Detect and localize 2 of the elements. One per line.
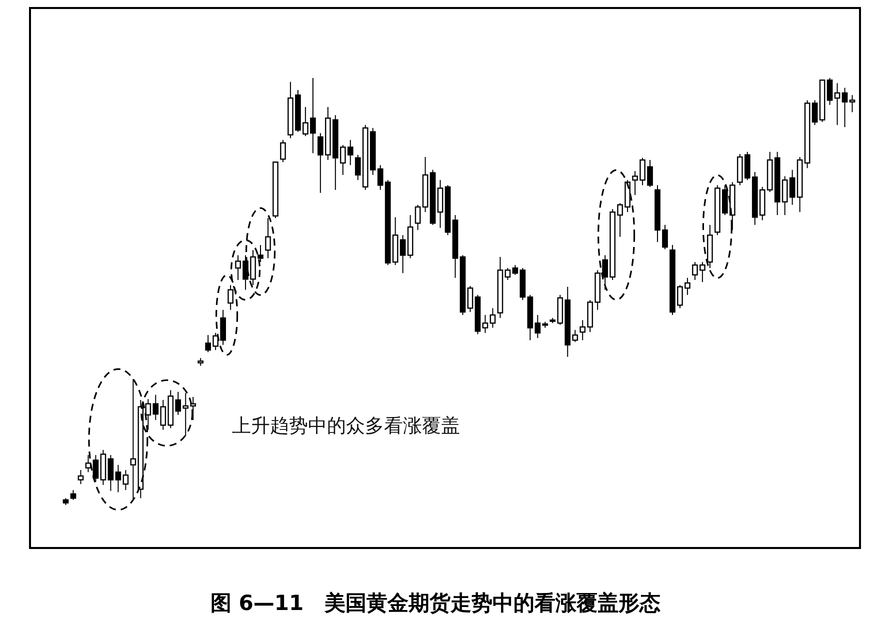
text: 图 6—11 美国黄金期货走势中的看涨覆盖形态 — [210, 591, 661, 615]
annotation: 上升趋势中的众多看涨覆盖 — [232, 415, 460, 437]
